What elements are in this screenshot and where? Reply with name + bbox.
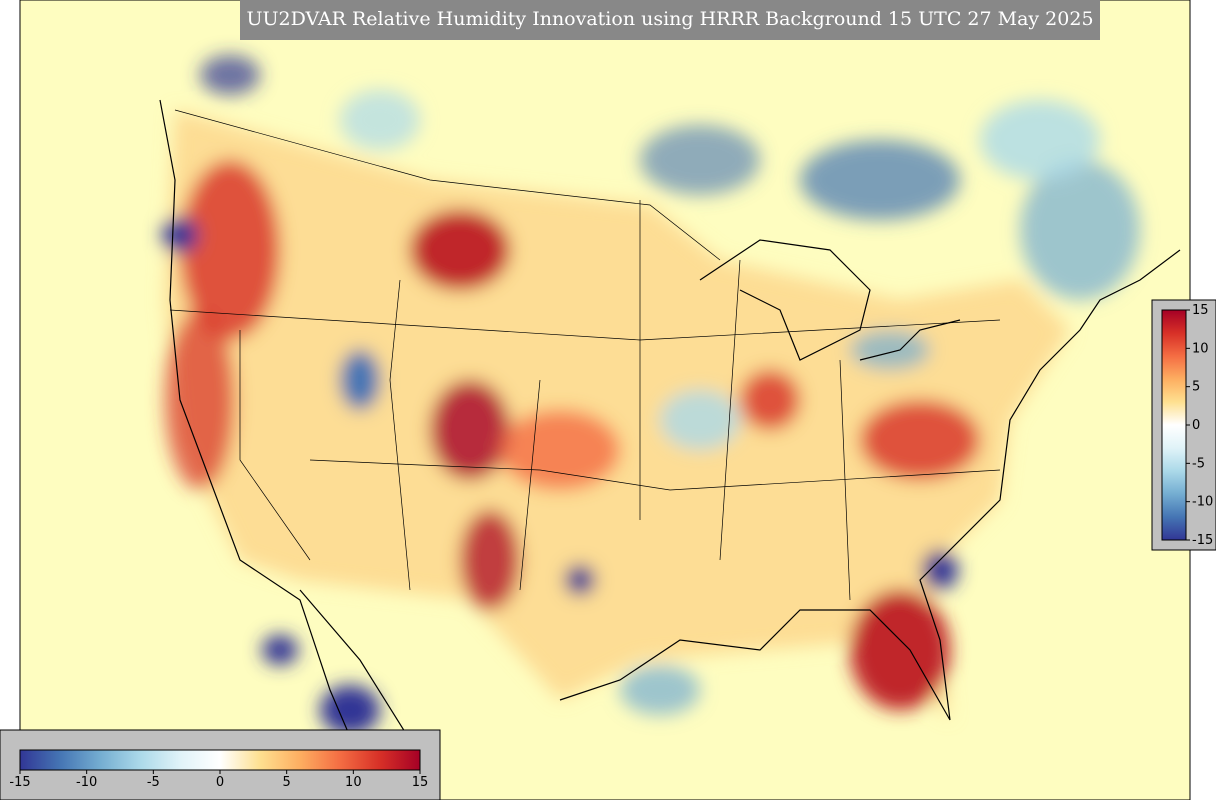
state-borders xyxy=(169,109,1001,601)
colorbar-tick-label: 10 xyxy=(345,775,362,790)
map-title: UU2DVAR Relative Humidity Innovation usi… xyxy=(246,8,1093,30)
innovation-field xyxy=(162,55,1140,735)
colorbar-tick-label: 0 xyxy=(216,775,224,790)
title-box xyxy=(240,0,1100,40)
colorbar-tick-label: -5 xyxy=(1192,456,1205,471)
colorbar-tick-label: -15 xyxy=(9,775,30,790)
colorbar-tick-label: 0 xyxy=(1192,418,1200,433)
colorbar-tick-label: -10 xyxy=(1192,495,1213,510)
colorbar xyxy=(19,749,421,771)
colorbar-tick-label: 10 xyxy=(1192,341,1209,356)
colorbar xyxy=(1161,309,1187,541)
colorbar-tick-label: -15 xyxy=(1192,533,1213,548)
colorbar-tick-label: 15 xyxy=(1192,303,1209,318)
colorbars: -15 -15 -10 -10 -5 -5 0 0 5 5 10 10 15 15 xyxy=(9,303,1213,790)
colorbar-tick-label: 15 xyxy=(412,775,429,790)
colorbar-tick-label: 5 xyxy=(1192,380,1200,395)
colorbar-tick-label: -5 xyxy=(147,775,160,790)
colorbar-tick-label: 5 xyxy=(283,775,291,790)
colorbar-tick-label: -10 xyxy=(76,775,97,790)
